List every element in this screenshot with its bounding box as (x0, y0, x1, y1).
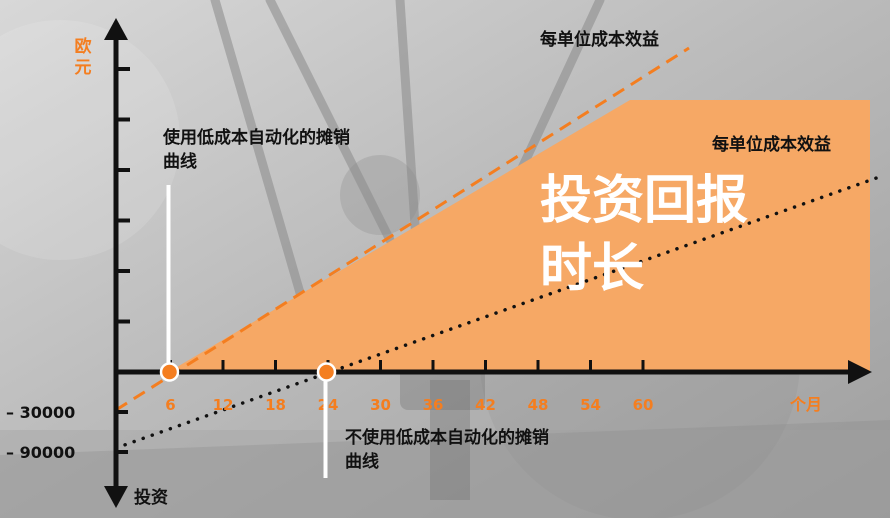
payback-area (168, 100, 870, 372)
curve-label-with-automation: 使用低成本自动化的摊销 (162, 127, 350, 148)
break-even-marker (159, 362, 180, 382)
x-tick-label: 48 (528, 396, 549, 414)
payback-label-line-2: 时长 (540, 239, 644, 299)
curve-label-without-automation: 曲线 (345, 451, 379, 472)
axes: – 30000 – 90000 6 12 18 24 30 36 42 48 54 60 (6, 18, 872, 508)
x-tick-label: 30 (370, 396, 391, 414)
y-axis-label-top: 元 (75, 58, 92, 78)
y-tick-label: – 30000 (6, 403, 75, 422)
x-tick-label: 6 (165, 396, 175, 414)
series-name-dotted: 每单位成本效益 (712, 134, 831, 155)
y-axis-label-top: 欧 (75, 36, 92, 57)
x-tick-label: 36 (423, 396, 444, 414)
x-tick-label: 18 (265, 396, 286, 414)
x-tick-label: 60 (633, 396, 654, 414)
break-even-marker (316, 362, 337, 382)
curve-label-without-automation: 不使用低成本自动化的摊销 (345, 427, 549, 448)
x-tick-label: 54 (580, 396, 601, 414)
y-axis-arrow-down-icon (104, 486, 128, 508)
x-tick-label: 42 (475, 396, 496, 414)
series-line-dashed (115, 46, 690, 412)
y-axis-ticks: – 30000 – 90000 (6, 67, 130, 462)
payback-label-line-1: 投资回报 (540, 171, 748, 231)
y-axis-label-bottom: 投资 (134, 487, 168, 508)
break-even-markers (159, 185, 337, 478)
series-line-dotted (114, 174, 884, 450)
series-name-dashed: 每单位成本效益 (540, 29, 659, 50)
x-axis-label: 个月 (789, 395, 822, 414)
y-axis-arrow-up-icon (104, 18, 128, 40)
x-axis-arrow-icon (848, 360, 872, 384)
x-tick-label: 24 (318, 396, 339, 414)
y-tick-label: – 90000 (6, 443, 75, 462)
x-tick-label: 12 (213, 396, 234, 414)
curve-label-with-automation: 曲线 (163, 151, 197, 172)
